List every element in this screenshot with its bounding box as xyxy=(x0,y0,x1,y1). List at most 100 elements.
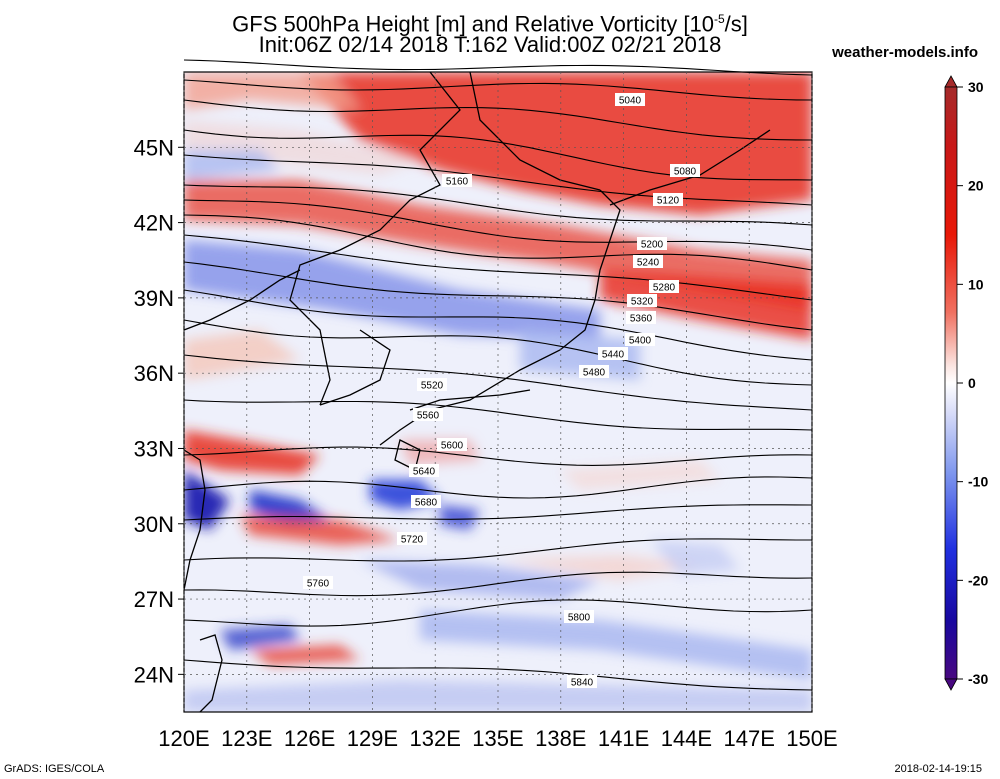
contour-label-bg xyxy=(625,333,655,346)
contour-label-bg xyxy=(670,164,700,177)
colorbar-tick-label: 20 xyxy=(968,178,984,194)
colorbar-tick-label: 30 xyxy=(968,79,984,95)
colorbar-tick-label: 10 xyxy=(968,276,984,292)
height-contour xyxy=(183,129,813,181)
height-contour xyxy=(183,599,813,627)
contour-label-bg xyxy=(633,255,663,268)
contour-label-bg xyxy=(564,610,594,623)
contour-label: 5600 xyxy=(441,441,464,452)
lat-tick-label: 45N xyxy=(134,135,174,160)
lat-tick-label: 42N xyxy=(134,211,174,236)
contour-label: 5440 xyxy=(602,350,625,361)
height-contour xyxy=(183,446,813,466)
colorbar-tick-label: -30 xyxy=(968,671,988,687)
contour-label-bg xyxy=(649,280,679,293)
lon-tick-label: 150E xyxy=(786,726,837,751)
contour-label: 5320 xyxy=(631,297,654,308)
longitude-labels: 120E 123E 126E 129E 132E 135E 138E 141E 144E 147E… xyxy=(158,726,837,751)
height-contour xyxy=(183,99,813,141)
latitude-labels: 45N 42N 39N 36N 33N 30N 27N 24N xyxy=(134,135,174,687)
contour-label: 5080 xyxy=(674,167,697,178)
lat-tick-label: 24N xyxy=(134,662,174,687)
height-contour xyxy=(183,571,813,597)
lon-tick-label: 132E xyxy=(410,726,461,751)
height-contour xyxy=(183,261,813,331)
chart-title: GFS 500hPa Height [m] and Relative Vorti… xyxy=(232,11,748,37)
height-contour xyxy=(183,319,813,386)
contour-label-bg xyxy=(409,464,439,477)
height-contour xyxy=(183,214,813,271)
contour-label-bg xyxy=(653,193,683,206)
lon-tick-label: 141E xyxy=(598,726,649,751)
contour-label-bg xyxy=(627,294,657,307)
height-contour xyxy=(183,476,813,499)
height-contour xyxy=(183,59,813,76)
contour-label-bg xyxy=(303,576,333,589)
contour-label: 5040 xyxy=(619,96,642,107)
height-contour xyxy=(183,234,813,301)
contour-label-bg xyxy=(411,495,441,508)
contour-label-bg xyxy=(417,378,447,391)
contour-label-bg xyxy=(567,675,597,688)
lon-tick-label: 126E xyxy=(284,726,335,751)
contour-label-bg xyxy=(598,347,628,360)
contour-label: 5560 xyxy=(417,411,440,422)
colorbar-tick-label: -20 xyxy=(968,572,988,588)
height-contour xyxy=(183,659,813,691)
contour-label: 5360 xyxy=(630,314,653,325)
colorbar-bottom-arrow xyxy=(944,678,958,691)
lon-tick-label: 135E xyxy=(472,726,523,751)
contour-label: 5400 xyxy=(629,336,652,347)
contour-label: 5200 xyxy=(641,240,664,251)
lat-tick-label: 30N xyxy=(134,512,174,537)
height-contour xyxy=(183,154,813,206)
colorbar-top-arrow xyxy=(944,75,958,88)
contour-label: 5280 xyxy=(653,283,676,294)
colorbar-scale xyxy=(944,86,958,680)
lat-tick-label: 36N xyxy=(134,361,174,386)
contour-label: 5160 xyxy=(446,177,469,188)
footer-timestamp: 2018-02-14-19:15 xyxy=(894,763,982,775)
lon-tick-label: 129E xyxy=(347,726,398,751)
lon-tick-label: 138E xyxy=(535,726,586,751)
contour-label: 5640 xyxy=(413,467,436,478)
lat-tick-label: 39N xyxy=(134,286,174,311)
height-contour xyxy=(183,79,813,101)
colorbar: 30 20 10 0 -10 -20 -30 xyxy=(944,75,988,691)
contour-label: 5680 xyxy=(415,498,438,509)
height-contours xyxy=(183,59,813,691)
lon-tick-label: 144E xyxy=(661,726,712,751)
contour-label: 5240 xyxy=(637,258,660,269)
contour-label: 5720 xyxy=(401,535,424,546)
contour-label: 5800 xyxy=(568,613,591,624)
contour-label-bg xyxy=(442,174,472,187)
height-contour xyxy=(183,504,813,521)
contour-label-bg xyxy=(397,532,427,545)
contour-label-bg xyxy=(413,408,443,421)
contour-label: 5760 xyxy=(307,579,330,590)
graticule xyxy=(178,72,813,712)
contour-label-bg xyxy=(437,438,467,451)
chart-subtitle: Init:06Z 02/14 2018 T:162 Valid:00Z 02/2… xyxy=(258,32,722,57)
height-contour xyxy=(183,354,813,411)
contour-labels: 5040 5080 5120 5160 5200 5240 5280 5320 5360 5400… xyxy=(303,93,700,689)
height-contour xyxy=(183,184,813,226)
lon-tick-label: 120E xyxy=(158,726,209,751)
colorbar-tick-label: 0 xyxy=(968,375,976,391)
height-contour xyxy=(183,399,813,431)
height-contour xyxy=(183,289,813,361)
contour-label: 5480 xyxy=(583,368,606,379)
contour-label-bg xyxy=(579,365,609,378)
contour-label: 5520 xyxy=(421,381,444,392)
height-contour xyxy=(183,538,812,562)
lon-tick-label: 147E xyxy=(724,726,775,751)
contour-label-bg xyxy=(626,311,656,324)
lon-tick-label: 123E xyxy=(221,726,272,751)
contour-label-bg xyxy=(637,237,667,250)
lat-tick-label: 27N xyxy=(134,587,174,612)
lat-tick-label: 33N xyxy=(134,436,174,461)
height-contour xyxy=(183,199,813,251)
contour-label: 5840 xyxy=(571,678,594,689)
contour-label-bg xyxy=(615,93,645,106)
